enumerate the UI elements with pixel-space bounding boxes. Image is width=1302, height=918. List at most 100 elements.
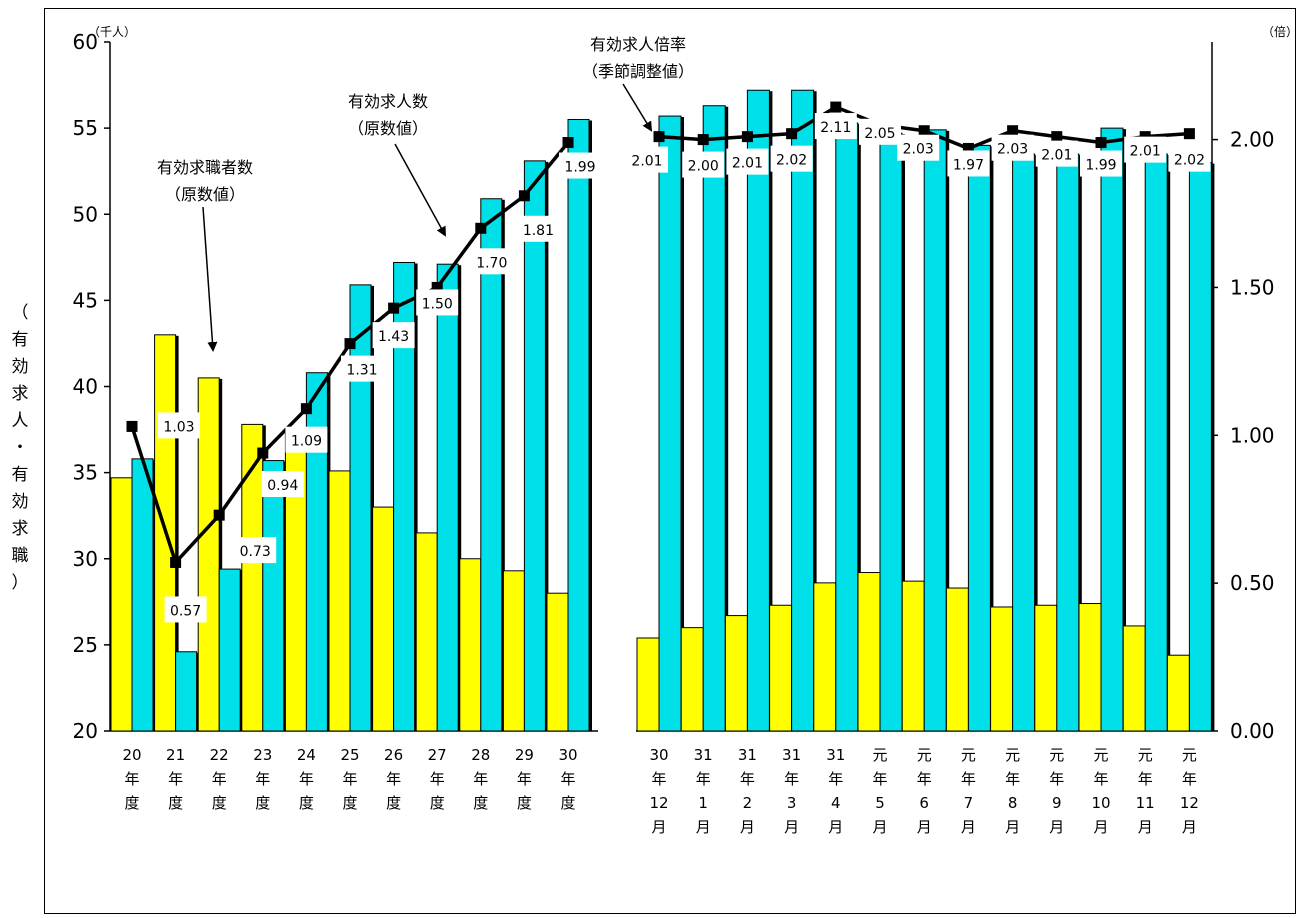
x-category-label: 23 (253, 746, 272, 764)
x-category-label: 年 (696, 770, 711, 788)
x-category-label: 30 (649, 746, 668, 764)
right-tick-label: 1.00 (1230, 423, 1275, 447)
ratio-data-label: 2.11 (820, 120, 851, 136)
x-category-label: 元 (1138, 746, 1153, 764)
right-tick-label: 1.50 (1230, 275, 1275, 299)
left-tick-label: 25 (73, 633, 98, 657)
x-category-label: 月 (1138, 818, 1153, 836)
ratio-data-label: 2.00 (688, 159, 719, 175)
job-seekers-bar (637, 638, 659, 731)
x-category-label: 年 (1182, 770, 1197, 788)
x-category-label: 月 (1093, 818, 1108, 836)
job-seekers-bar (725, 616, 747, 731)
job-offers-bar (219, 569, 240, 731)
ratio-data-label: 2.02 (776, 153, 807, 169)
ratio-point (698, 134, 709, 145)
ratio-data-label: 2.01 (732, 156, 763, 172)
job-offers-bar (659, 116, 681, 731)
job-offers-bar (176, 652, 197, 731)
annotation-job-seekers-2: （原数値） (165, 185, 245, 204)
ratio-point (345, 338, 356, 349)
ratio-point (214, 510, 225, 521)
ratio-point (301, 403, 312, 414)
x-category-label: 元 (1005, 746, 1020, 764)
ratio-point (1184, 128, 1195, 139)
job-seekers-bar (814, 583, 836, 731)
ratio-data-label: 2.01 (631, 154, 662, 170)
x-category-label: 年 (342, 770, 357, 788)
x-category-label: 年 (124, 770, 139, 788)
ratio-point (257, 448, 268, 459)
left-axis-title-char: ・ (12, 438, 29, 458)
ratio-point (742, 131, 753, 142)
x-category-label: 月 (696, 818, 711, 836)
job-offers-bar (132, 459, 153, 731)
job-seekers-bar (1035, 605, 1057, 731)
job-seekers-bar (770, 605, 792, 731)
left-axis-title-char: 効 (12, 357, 29, 377)
job-offers-bar (1057, 154, 1079, 731)
ratio-point (1007, 125, 1018, 136)
left-tick-label: 35 (73, 461, 98, 485)
ratio-point (1096, 137, 1107, 148)
x-category-label: 元 (961, 746, 976, 764)
x-category-label: 年 (386, 770, 401, 788)
job-offers-bar (924, 130, 946, 731)
x-category-label: 12 (649, 794, 668, 812)
job-seekers-bar (681, 628, 703, 731)
x-category-label: 度 (255, 794, 270, 812)
x-category-label: 年 (784, 770, 799, 788)
annotation-job-seekers-1: 有効求職者数 (157, 158, 253, 177)
ratio-data-label: 2.03 (903, 142, 934, 158)
right-unit-label: （倍） (1262, 24, 1298, 39)
job-offers-bar (437, 264, 458, 731)
ratio-point (170, 557, 181, 568)
job-offers-bar (350, 285, 371, 731)
ratio-data-label: 0.94 (267, 478, 298, 494)
annotation-ratio-1: 有効求人倍率 (590, 35, 686, 54)
x-category-label: 24 (297, 746, 316, 764)
x-category-label: 1 (698, 794, 708, 812)
x-category-label: 12 (1180, 794, 1199, 812)
x-category-label: 年 (961, 770, 976, 788)
left-axis-title-char: 効 (12, 492, 29, 512)
x-category-label: 年 (1093, 770, 1108, 788)
x-category-label: 年 (473, 770, 488, 788)
ratio-point (563, 137, 574, 148)
ratio-point (519, 190, 530, 201)
right-ticks-group: 2.00 1.50 1.00 0.50 0.00 (1212, 128, 1275, 743)
job-offers-bar (880, 133, 902, 731)
x-category-label: 元 (872, 746, 887, 764)
annotation-job-offers-1: 有効求人数 (348, 92, 428, 111)
x-category-label: 年 (917, 770, 932, 788)
x-category-label: 元 (917, 746, 932, 764)
job-offers-bar (263, 461, 284, 731)
job-seekers-bar (991, 607, 1013, 731)
x-category-label: 元 (1049, 746, 1064, 764)
annotation-arrow-job-offers (395, 144, 445, 235)
x-category-label: 25 (340, 746, 359, 764)
x-category-label: 月 (828, 818, 843, 836)
x-category-label: 度 (473, 794, 488, 812)
job-offers-bar (792, 90, 814, 731)
job-offers-bar (568, 120, 589, 731)
ratio-point (654, 131, 665, 142)
left-ticks-group: 60 55 50 45 40 35 30 25 20 (73, 30, 110, 743)
left-tick-label: 40 (73, 375, 98, 399)
job-offers-bar (747, 90, 769, 731)
left-axis-title-char: （ (12, 303, 29, 323)
x-category-label: 元 (1093, 746, 1108, 764)
left-tick-label: 20 (73, 719, 98, 743)
x-category-label: 31 (694, 746, 713, 764)
ratio-data-label: 1.81 (523, 223, 554, 239)
ratio-data-label: 2.03 (997, 142, 1028, 158)
x-category-label: 28 (471, 746, 490, 764)
job-offers-bar (836, 123, 858, 731)
job-seekers-bar (1167, 655, 1189, 731)
left-tick-label: 30 (73, 547, 98, 571)
ratio-point (919, 125, 930, 136)
ratio-data-label: 1.97 (953, 157, 984, 173)
x-category-label: 年 (168, 770, 183, 788)
x-labels-group: 20年度21年度22年度23年度24年度25年度26年度27年度28年度29年度… (122, 746, 1198, 836)
x-category-label: 29 (515, 746, 534, 764)
